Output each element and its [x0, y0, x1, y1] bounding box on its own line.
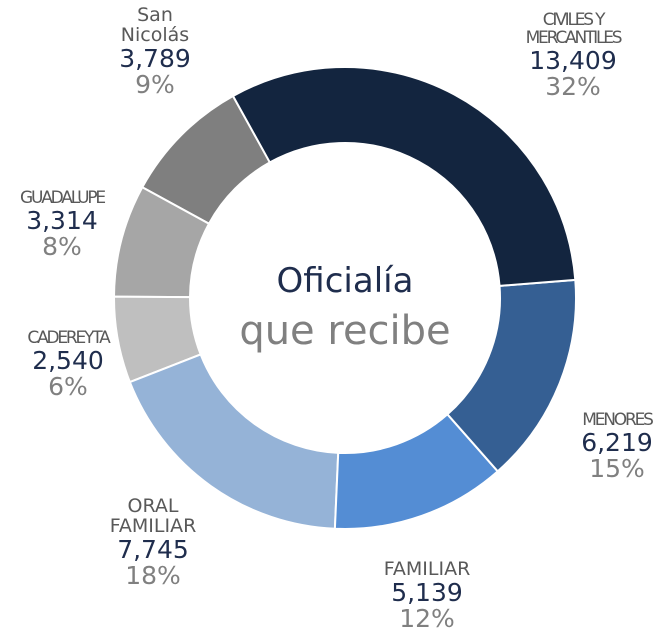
category-name: FAMILIAR — [383, 558, 471, 580]
percentage-label: 8% — [42, 232, 82, 262]
value-label: 7,745 — [117, 534, 189, 564]
percentage-label: 6% — [48, 372, 88, 402]
value-label: 3,789 — [119, 43, 191, 73]
donut-slice — [333, 412, 500, 530]
donut-slice — [113, 295, 202, 384]
percentage-label: 15% — [589, 454, 645, 484]
slice-label: MENORES 6,219 15% — [562, 410, 669, 484]
value-label: 6,219 — [581, 427, 653, 457]
category-name: CADEREYTA — [27, 328, 110, 348]
category-name: San Nicolás — [120, 4, 190, 46]
chart-title: Oficialía — [277, 261, 414, 301]
slice-label: San Nicolás 3,789 9% — [110, 4, 200, 100]
value-label: 13,409 — [529, 45, 617, 75]
category-name: GUADALUPE — [20, 188, 106, 208]
percentage-label: 9% — [135, 70, 175, 100]
chart-subtitle: que recibe — [239, 308, 450, 354]
slice-label: GUADALUPE 3,314 8% — [2, 188, 122, 262]
donut-slice — [446, 278, 577, 473]
slice-label: CADEREYTA 2,540 6% — [3, 328, 133, 402]
slice-label: CIVILES Y MERCANTILES 13,409 32% — [503, 10, 643, 101]
slice-label: ORAL FAMILIAR 7,745 18% — [83, 495, 223, 591]
category-name: MENORES — [582, 410, 654, 430]
value-label: 2,540 — [32, 345, 104, 375]
category-name: ORAL FAMILIAR — [109, 495, 197, 537]
category-name: CIVILES Y MERCANTILES — [525, 10, 623, 48]
percentage-label: 12% — [399, 604, 455, 634]
percentage-label: 32% — [545, 71, 601, 101]
slice-label: FAMILIAR 5,139 12% — [357, 558, 497, 634]
donut-slice — [112, 185, 211, 299]
donut-slice — [231, 66, 577, 287]
donut-slice — [128, 353, 340, 530]
value-label: 5,139 — [391, 577, 463, 607]
value-label: 3,314 — [26, 205, 98, 235]
percentage-label: 18% — [125, 561, 181, 591]
